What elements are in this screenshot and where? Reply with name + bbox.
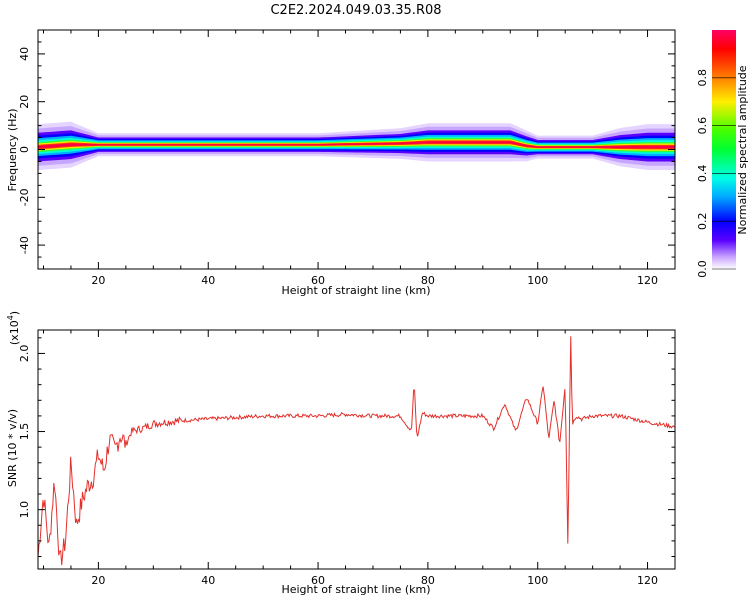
- colorbar-ticks: 0.0 0.2 0.4 0.6 0.8: [696, 69, 736, 278]
- spectrogram-x-tick-label: 100: [527, 274, 548, 287]
- colorbar-tick-label: 0.4: [696, 165, 709, 183]
- snr-x-tick-label: 60: [311, 574, 325, 587]
- spectrogram-y-tick-label: 20: [18, 95, 31, 109]
- spectrogram-x-tick-label: 60: [311, 274, 325, 287]
- spectrogram-y-tick-label: 0: [18, 146, 31, 153]
- snr-multiplier-close: ): [8, 311, 21, 315]
- colorbar: 0.0 0.2 0.4 0.6 0.8 Normalized spectral ampl…: [696, 30, 749, 278]
- spectrogram-y-tick-label: 40: [18, 47, 31, 61]
- spectrogram-y-axis-label: Frequency (Hz): [6, 109, 19, 192]
- snr-x-tick-label: 100: [527, 574, 548, 587]
- snr-x-tick-label: 20: [91, 574, 105, 587]
- colorbar-tick-label: 0.2: [696, 212, 709, 230]
- snr-panel: 20 40 60 80 100 120 1.0 1.5 2.0 Height of straig…: [6, 311, 676, 596]
- spectrogram-x-tick-label: 40: [201, 274, 215, 287]
- snr-y-tick-label: 2.0: [18, 345, 31, 363]
- spectrogram-y-tick-label: -40: [18, 236, 31, 254]
- snr-line-series: [38, 336, 675, 566]
- snr-x-axis-label: Height of straight line (km): [281, 583, 430, 596]
- snr-line: [38, 336, 675, 566]
- spectrogram-heatmap: [38, 121, 675, 171]
- snr-multiplier-label: (x104): [6, 311, 21, 345]
- spectrogram-panel: 20 40 60 80 100 120 40 20 0 -20 -40 Height of stra…: [6, 29, 676, 297]
- snr-y-tick-label: 1.0: [18, 501, 31, 518]
- spectrogram-x-axis-label: Height of straight line (km): [281, 284, 430, 297]
- snr-y-tick-label: 1.5: [18, 423, 31, 441]
- spectrogram-y-tick-label: -20: [18, 188, 31, 206]
- snr-multiplier-exponent: 4: [6, 315, 15, 320]
- spectrogram-x-tick-label: 20: [91, 274, 105, 287]
- spectrogram-x-tick-label: 120: [637, 274, 658, 287]
- colorbar-tick-label: 0.8: [696, 69, 709, 87]
- snr-multiplier-base: (x10: [8, 320, 21, 345]
- spectrogram-ticks: 20 40 60 80 100 120 40 20 0 -20 -40: [18, 30, 676, 287]
- snr-frame: [37, 329, 676, 570]
- colorbar-gradient: [712, 30, 736, 269]
- snr-y-axis-label: SNR (10 * v/v): [6, 409, 19, 487]
- colorbar-tick-label: 0.6: [696, 117, 709, 135]
- colorbar-label: Normalized spectral amplitude: [736, 65, 749, 234]
- snr-x-tick-label: 40: [201, 574, 215, 587]
- colorbar-tick-label: 0.0: [696, 260, 709, 278]
- snr-x-tick-label: 120: [637, 574, 658, 587]
- snr-x-tick-label: 80: [421, 574, 435, 587]
- snr-ticks: 20 40 60 80 100 120 1.0 1.5 2.0: [18, 330, 676, 587]
- spectral-band-level-9: [38, 141, 675, 149]
- snr-plot-area: [38, 330, 675, 569]
- spectrogram-x-tick-label: 80: [421, 274, 435, 287]
- figure-title: C2E2.2024.049.03.35.R08: [270, 3, 441, 18]
